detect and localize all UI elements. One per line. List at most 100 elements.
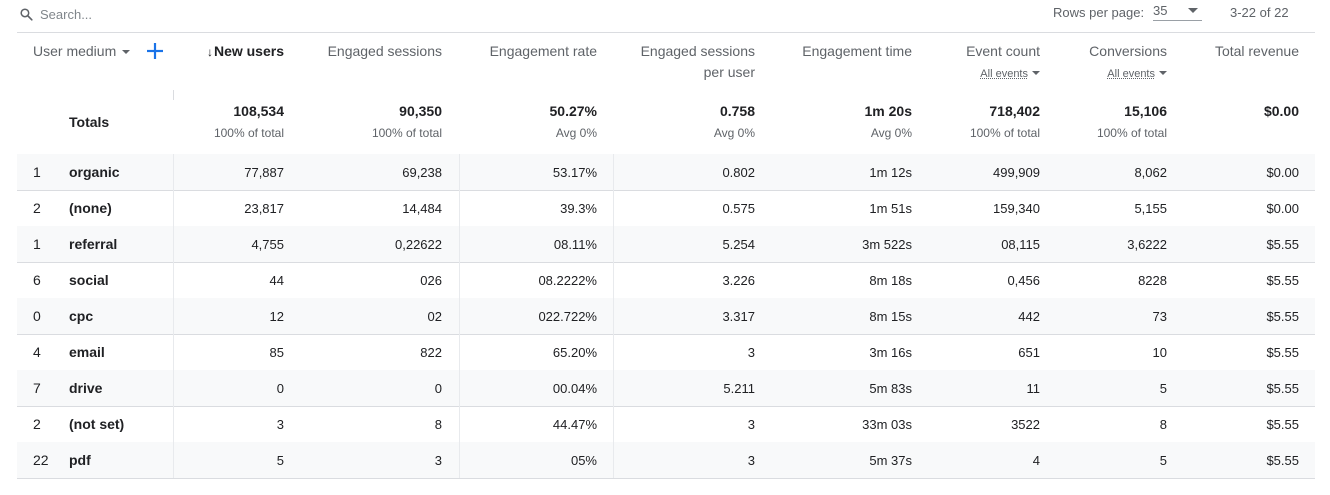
column-divider (613, 262, 614, 298)
total-share: 100% of total (213, 126, 284, 140)
table-row[interactable]: 0 cpc 12 02 022.722% 3.317 8m 15s 442 73 $5.55 (17, 298, 1315, 335)
column-header-event-count[interactable]: Event count All events (927, 41, 1040, 85)
row-index: 1 (33, 164, 41, 180)
metric-cell: 0.802 (722, 165, 755, 180)
metric-cell: 3522 (1011, 417, 1040, 432)
user-medium-value: organic (69, 164, 120, 180)
metric-cell: 3 (434, 453, 442, 468)
metric-cell: $0.00 (1266, 165, 1299, 180)
metric-cell: 1m 12s (869, 165, 912, 180)
metric-cell: 822 (420, 345, 442, 360)
column-divider (613, 154, 614, 190)
search-input[interactable] (40, 4, 340, 24)
user-medium-value: (none) (69, 200, 112, 216)
metric-cell: $5.55 (1266, 237, 1299, 252)
table-top-divider (17, 32, 1315, 33)
event-filter-dropdown[interactable]: All events (980, 68, 1028, 80)
column-divider (173, 90, 174, 100)
metric-cell: 4 (1032, 453, 1040, 468)
column-divider (613, 226, 614, 262)
table-row[interactable]: 22 pdf 5 3 05% 3 5m 37s 4 5 $5.55 (17, 442, 1315, 479)
metric-cell: 39.3% (560, 201, 597, 216)
metric-cell: 0 (276, 381, 284, 396)
add-dimension-button[interactable] (145, 41, 165, 61)
metric-cell: 02 (427, 309, 442, 324)
metric-cell: 3.226 (722, 273, 755, 288)
metric-cell: 00.04% (552, 381, 597, 396)
column-divider (173, 442, 174, 478)
column-divider (173, 406, 174, 442)
user-medium-value: cpc (69, 308, 94, 324)
column-header-engagement-time[interactable]: Engagement time (802, 43, 912, 59)
user-medium-value: referral (69, 236, 118, 252)
column-header-engaged-sessions[interactable]: Engaged sessions (327, 43, 442, 59)
metric-cell: $0.00 (1266, 201, 1299, 216)
table-row[interactable]: 2 (not set) 3 8 44.47% 3 33m 03s 3522 8 $5.55 (17, 406, 1315, 443)
column-divider (459, 190, 460, 226)
metric-cell: 85 (269, 345, 284, 360)
table-row[interactable]: 4 email 85 822 65.20% 3 3m 16s 651 10 $5.55 (17, 334, 1315, 371)
column-header-conversions[interactable]: Conversions All events (1057, 41, 1167, 85)
metric-cell: 69,238 (402, 165, 442, 180)
column-divider (173, 226, 174, 262)
metric-cell: 44.47% (552, 417, 597, 432)
metric-cell: 651 (1018, 345, 1040, 360)
column-divider (613, 298, 614, 334)
row-index: 1 (33, 236, 41, 252)
metric-cell: $5.55 (1266, 417, 1299, 432)
metric-cell: 8,062 (1134, 165, 1167, 180)
column-divider (613, 442, 614, 478)
chevron-down-icon (122, 50, 131, 54)
metric-cell: 5.254 (722, 237, 755, 252)
metric-cell: $5.55 (1266, 273, 1299, 288)
column-header-engaged-sessions-per-user[interactable]: Engaged sessions per user (640, 43, 755, 80)
metric-cell: 5m 83s (869, 381, 912, 396)
metric-cell: 08,115 (1001, 237, 1040, 252)
rows-per-page-select[interactable]: 35 (1153, 2, 1202, 21)
total-share: Avg 0% (713, 126, 755, 140)
row-index: 6 (33, 272, 41, 288)
total-value: $0.00 (1263, 103, 1299, 119)
column-divider (173, 262, 174, 298)
metric-cell: 5 (1159, 381, 1167, 396)
metric-cell: 3,6222 (1127, 237, 1167, 252)
column-header-total-revenue[interactable]: Total revenue (1214, 43, 1299, 59)
column-divider (459, 442, 460, 478)
column-divider (459, 370, 460, 406)
metric-cell: 44 (269, 273, 284, 288)
metric-cell: 5m 37s (869, 453, 912, 468)
metric-cell: 026 (420, 273, 442, 288)
metric-cell: 159,340 (993, 201, 1040, 216)
metric-cell: 10 (1152, 345, 1167, 360)
rows-per-page-value: 35 (1153, 3, 1168, 18)
row-index: 4 (33, 344, 41, 360)
metric-cell: 1m 51s (869, 201, 912, 216)
conversion-filter-dropdown[interactable]: All events (1107, 68, 1155, 80)
table-row[interactable]: 1 referral 4,755 0,22622 08.11% 5.254 3m 522s 0… (17, 226, 1315, 263)
column-header-engagement-rate[interactable]: Engagement rate (489, 43, 597, 59)
column-header-new-users[interactable]: ↓New users (206, 43, 284, 59)
pagination-range: 3-22 of 22 (1230, 5, 1289, 20)
total-value: 718,402 (989, 103, 1040, 119)
column-divider (459, 298, 460, 334)
search-icon (20, 8, 33, 21)
column-divider (459, 226, 460, 262)
total-value: 15,106 (1124, 103, 1167, 119)
metric-cell: 499,909 (993, 165, 1040, 180)
metric-cell: 8 (434, 417, 442, 432)
table-row[interactable]: 2 (none) 23,817 14,484 39.3% 0.575 1m 51s 159,3… (17, 190, 1315, 227)
metric-cell: 33m 03s (862, 417, 912, 432)
metric-cell: 022.722% (538, 309, 597, 324)
chevron-down-icon (1159, 71, 1167, 75)
metric-cell: 08.11% (553, 237, 597, 252)
metric-cell: 5,155 (1134, 201, 1167, 216)
table-row[interactable]: 6 social 44 026 08.2222% 3.226 8m 18s 0,456 8228… (17, 262, 1315, 299)
metric-cell: 3m 16s (869, 345, 912, 360)
table-row[interactable]: 1 organic 77,887 69,238 53.17% 0.802 1m 12s 499… (17, 154, 1315, 191)
dimension-selector[interactable]: User medium (33, 41, 131, 62)
user-medium-value: pdf (69, 452, 91, 468)
total-share: 100% of total (371, 126, 442, 140)
totals-label: Totals (69, 114, 110, 130)
table-row[interactable]: 7 drive 0 0 00.04% 5.211 5m 83s 11 5 $5.55 (17, 370, 1315, 407)
metric-cell: $5.55 (1266, 309, 1299, 324)
